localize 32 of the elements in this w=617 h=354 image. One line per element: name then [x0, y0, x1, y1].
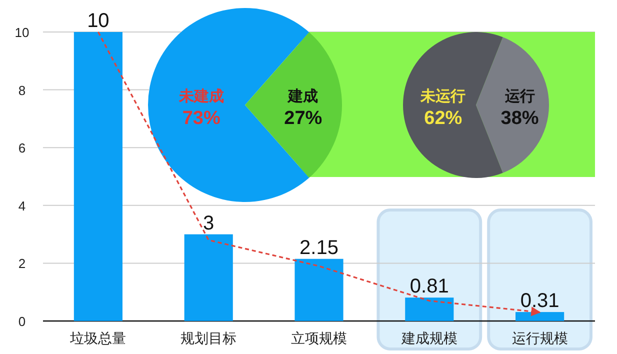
data-label: 2.15 [300, 236, 338, 259]
y-tick-label: 10 [14, 25, 30, 40]
data-label: 27% [284, 108, 322, 129]
pie-slice [245, 32, 342, 178]
data-label: 0.81 [410, 276, 449, 298]
y-tick-label: 8 [18, 82, 26, 98]
data-label: 38% [500, 108, 539, 129]
y-tick-label: 0 [18, 314, 26, 329]
x-tick-label: 建成规模 [400, 330, 458, 346]
data-label: 73% [182, 108, 220, 129]
pie-slice [476, 37, 549, 173]
bar [516, 312, 564, 321]
x-tick-label: 规划目标 [180, 330, 237, 346]
slice-label: 运行 [504, 88, 535, 105]
data-label: 0.31 [520, 290, 560, 312]
x-tick-label: 立项规模 [291, 330, 347, 346]
bar [405, 298, 454, 321]
bar [74, 32, 122, 321]
bar [184, 234, 233, 321]
x-tick-label: 运行规模 [512, 330, 568, 346]
slice-label: 未建成 [178, 88, 224, 105]
slice-label: 未运行 [420, 88, 466, 105]
y-tick-label: 6 [18, 140, 26, 156]
y-tick-label: 4 [18, 198, 26, 214]
data-label: 3 [203, 212, 214, 234]
bar [294, 258, 344, 321]
slice-label: 建成 [287, 88, 318, 105]
x-tick-label: 垃圾总量 [69, 330, 126, 346]
data-label: 62% [424, 108, 462, 129]
y-tick-label: 2 [18, 256, 26, 272]
pie-slice [403, 32, 503, 178]
data-label: 10 [87, 10, 110, 32]
